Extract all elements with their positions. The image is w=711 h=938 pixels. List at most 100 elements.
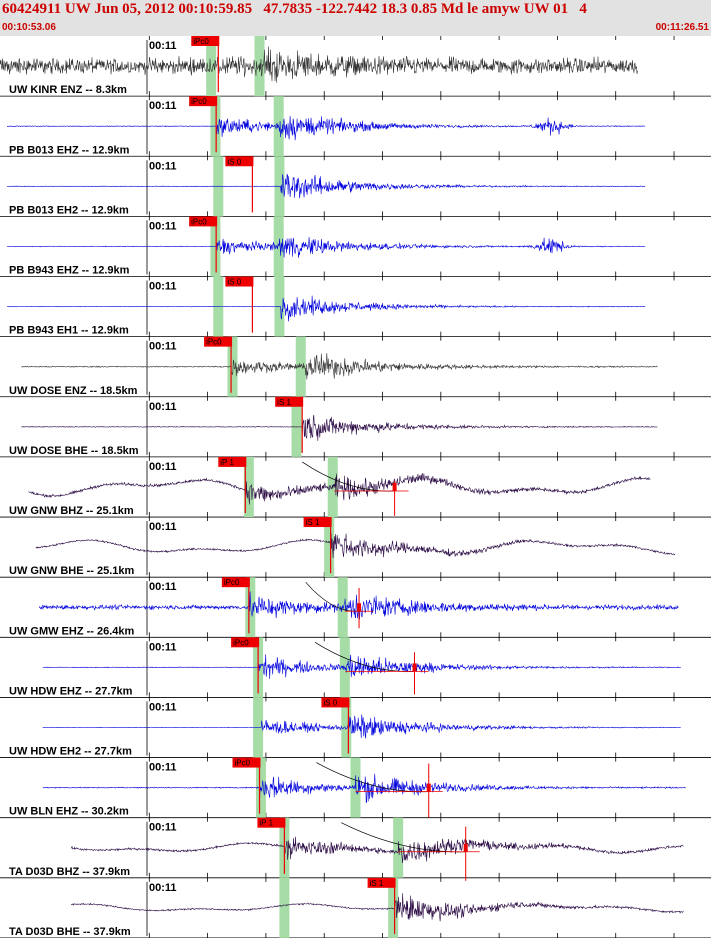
- channel-label: UW DOSE BHE -- 18.5km: [9, 445, 139, 457]
- phase-pick-label[interactable]: iS 1: [275, 396, 304, 407]
- phase-pick-box: [232, 757, 261, 768]
- phase-pick-box: [218, 456, 247, 467]
- time-mark: 00:11: [149, 100, 177, 112]
- pick-window: [245, 577, 256, 638]
- channel-label: PB B013 EHZ -- 12.9km: [9, 144, 130, 156]
- amplitude-marker: [392, 482, 397, 491]
- channel-label: UW GNW BHZ -- 25.1km: [9, 505, 134, 517]
- waveform: [6, 115, 646, 141]
- waveform: [42, 773, 686, 804]
- phase-pick-label[interactable]: iPc0: [189, 216, 218, 227]
- trace-row[interactable]: iS 1 00:11 UW GNW BHE -- 25.1km: [0, 517, 711, 578]
- trace-row[interactable]: iPc0 00:11 UW BLN EHZ -- 30.2km: [0, 757, 711, 819]
- time-mark: 00:11: [149, 882, 177, 894]
- trace-row[interactable]: iPc0 00:11 PB B013 EHZ -- 12.9km: [0, 96, 711, 157]
- pick-window: [324, 517, 335, 578]
- trace-row[interactable]: iP 1 00:11 TA D03D BHZ -- 37.9km: [0, 817, 711, 881]
- phase-pick-label[interactable]: iPc0: [204, 336, 233, 347]
- waveform: [7, 237, 646, 258]
- time-mark: 00:11: [149, 160, 177, 172]
- pick-window: [339, 637, 350, 698]
- trace-row[interactable]: iPc0 00:11 UW HDW EHZ -- 27.7km: [0, 637, 711, 698]
- phase-pick-label[interactable]: iP 1: [257, 817, 286, 828]
- time-mark: 00:11: [149, 822, 177, 834]
- time-mark: 00:11: [149, 40, 177, 52]
- trace-row[interactable]: iPc0 00:11 PB B943 EHZ -- 12.9km: [0, 216, 711, 277]
- trace-row[interactable]: iPc0 00:11 UW GMW EHZ -- 26.4km: [0, 577, 711, 638]
- channel-label: UW KINR ENZ -- 8.3km: [9, 84, 127, 96]
- event-header: 60424911 UW Jun 05, 2012 00:10:59.85 47.…: [0, 0, 711, 36]
- channel-label: UW GNW BHE -- 25.1km: [9, 565, 135, 577]
- phase-pick-text: iPc0: [191, 217, 207, 226]
- time-mark: 00:11: [149, 701, 177, 713]
- phase-pick-label[interactable]: iPc0: [232, 757, 261, 768]
- phase-pick-label[interactable]: iS 1: [367, 877, 396, 888]
- amplitude-marker: [357, 603, 362, 612]
- pick-window: [279, 877, 290, 938]
- time-mark: 00:11: [149, 220, 177, 232]
- pick-window: [255, 757, 266, 818]
- trace-row[interactable]: iS 0 00:11 PB B013 EH2 -- 12.9km: [0, 156, 711, 217]
- waveform: [28, 472, 651, 505]
- amplitude-marker: [463, 843, 468, 852]
- trace-row[interactable]: iS 1 00:11 TA D03D BHE -- 37.9km: [0, 877, 711, 938]
- channel-label: UW HDW EHZ -- 27.7km: [9, 685, 133, 697]
- waveform: [7, 295, 646, 322]
- phase-pick-box: [257, 817, 286, 828]
- phase-pick-label[interactable]: iS 0: [225, 276, 254, 287]
- channel-label: PB B013 EH2 -- 12.9km: [9, 204, 129, 216]
- trace-row[interactable]: iP 1 00:11 UW GNW BHZ -- 25.1km: [0, 456, 711, 518]
- phase-pick-label[interactable]: iPc0: [191, 36, 220, 46]
- channel-label: UW DOSE ENZ -- 18.5km: [9, 385, 138, 397]
- pick-window: [341, 697, 352, 758]
- waveform: [42, 714, 681, 739]
- trace-row[interactable]: iS 1 00:11 UW DOSE BHE -- 18.5km: [0, 396, 711, 458]
- phase-pick-box: [191, 36, 220, 46]
- waveform: [70, 893, 684, 922]
- phase-pick-text: iPc0: [224, 578, 240, 587]
- window-end-time: 00:11:26.51: [655, 22, 709, 33]
- phase-pick-box: [189, 96, 218, 107]
- amplitude-marker: [426, 783, 431, 792]
- time-mark: 00:11: [149, 762, 177, 774]
- waveform: [21, 353, 658, 380]
- trace-row[interactable]: iPc0 00:11 UW DOSE ENZ -- 18.5km: [0, 336, 711, 398]
- channel-label: TA D03D BHE -- 37.9km: [9, 926, 131, 938]
- phase-pick-box: [225, 156, 254, 167]
- phase-pick-label[interactable]: iPc0: [231, 637, 260, 648]
- phase-pick-text: iS 1: [277, 398, 291, 407]
- seismogram-panel[interactable]: iPc0 00:11 UW KINR ENZ -- 8.3km iPc0 00:11 PB…: [0, 36, 711, 938]
- phase-pick-text: iS 0: [227, 278, 241, 287]
- phase-pick-box: [189, 216, 218, 227]
- phase-pick-label[interactable]: iP 1: [218, 456, 247, 467]
- trace-row[interactable]: iS 0 00:11 PB B943 EH1 -- 12.9km: [0, 276, 711, 338]
- phase-pick-box: [275, 396, 304, 407]
- phase-pick-label[interactable]: iS 0: [225, 156, 254, 167]
- waveform: [0, 46, 638, 83]
- pick-window: [227, 336, 238, 397]
- phase-pick-label[interactable]: iPc0: [221, 577, 250, 588]
- time-mark: 00:11: [149, 341, 177, 353]
- phase-pick-text: iS 1: [306, 518, 320, 527]
- phase-pick-text: iS 0: [323, 698, 337, 707]
- phase-pick-text: iS 1: [370, 879, 384, 888]
- phase-pick-label[interactable]: iPc0: [189, 96, 218, 107]
- window-start-time: 00:10:53.06: [2, 22, 56, 33]
- trace-row[interactable]: iS 0 00:11 UW HDW EH2 -- 27.7km: [0, 697, 711, 758]
- channel-label: UW HDW EH2 -- 27.7km: [9, 746, 132, 758]
- phase-pick-label[interactable]: iS 0: [321, 697, 350, 708]
- phase-pick-box: [231, 637, 260, 648]
- pick-window: [273, 216, 284, 277]
- phase-pick-box: [204, 336, 233, 347]
- amplitude-marker: [412, 663, 417, 672]
- phase-pick-text: iS 0: [227, 157, 241, 166]
- trace-row[interactable]: iPc0 00:11 UW KINR ENZ -- 8.3km: [0, 36, 711, 97]
- phase-pick-label[interactable]: iS 1: [303, 517, 332, 528]
- channel-label: PB B943 EH1 -- 12.9km: [9, 325, 129, 337]
- time-mark: 00:11: [149, 641, 177, 653]
- event-title: 60424911 UW Jun 05, 2012 00:10:59.85 47.…: [2, 1, 587, 17]
- phase-pick-text: iPc0: [193, 37, 209, 46]
- phase-pick-box: [225, 276, 254, 287]
- phase-pick-text: iPc0: [233, 638, 249, 647]
- time-mark: 00:11: [149, 581, 177, 593]
